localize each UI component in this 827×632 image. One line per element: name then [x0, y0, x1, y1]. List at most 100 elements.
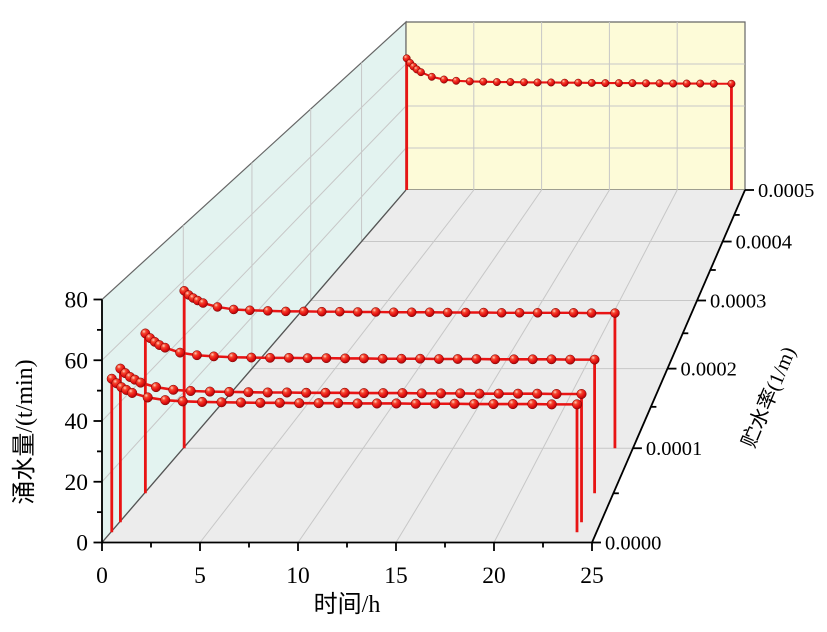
data-point: [442, 307, 453, 318]
data-point: [492, 78, 501, 87]
data-point: [669, 79, 678, 88]
data-point: [514, 308, 525, 318]
data-point: [478, 307, 489, 318]
data-point: [493, 388, 504, 399]
data-point: [160, 395, 171, 406]
data-point: [614, 79, 623, 88]
data-point: [527, 399, 538, 410]
data-point: [727, 79, 736, 88]
data-point: [299, 306, 309, 317]
data-point: [352, 307, 363, 317]
data-point: [533, 78, 542, 87]
data-point: [696, 79, 705, 88]
data-point: [682, 79, 691, 88]
data-point: [294, 398, 305, 409]
x-tick-label: 15: [384, 563, 408, 589]
data-point: [416, 388, 427, 399]
x-tick-label: 10: [286, 563, 310, 589]
data-point: [610, 308, 620, 318]
x-tick-label: 0: [96, 563, 108, 589]
data-point: [427, 72, 436, 81]
data-point: [424, 307, 435, 318]
data-point: [469, 399, 480, 410]
data-point: [391, 398, 402, 409]
data-point: [317, 306, 327, 317]
data-point: [198, 298, 208, 308]
data-point: [263, 306, 273, 316]
data-point: [520, 78, 528, 87]
data-point: [430, 398, 441, 409]
data-point: [265, 352, 276, 363]
data-point: [479, 77, 488, 86]
data-point: [496, 308, 507, 318]
x-tick-label: 5: [194, 563, 206, 589]
data-point: [527, 354, 538, 365]
data-point: [281, 387, 292, 398]
data-point: [274, 397, 285, 408]
data-point: [415, 353, 426, 364]
data-point: [490, 354, 501, 365]
data-point: [358, 388, 369, 399]
data-point: [416, 68, 425, 77]
data-point: [532, 388, 543, 399]
data-point: [410, 398, 421, 409]
data-point: [434, 354, 444, 364]
data-point: [512, 388, 523, 399]
data-point: [628, 79, 637, 88]
axes: 0 20 40 60 80 0 5 10 15 20 250.0000 0.0001 0.0002 0.0…: [65, 180, 815, 589]
data-point: [135, 377, 146, 388]
floor: [102, 190, 745, 543]
chart-generated-content: 0 20 40 60 80 0 5 10 15 20 250.0000 0.0001 0.0002 0.0…: [65, 20, 815, 589]
data-point: [245, 305, 255, 316]
data-point: [235, 397, 246, 408]
data-point: [452, 354, 463, 364]
floor-grid: [183, 189, 723, 543]
data-point: [246, 352, 257, 363]
data-point: [560, 78, 569, 87]
x-axis-title: 时间/h: [314, 591, 381, 618]
data-point: [378, 388, 389, 399]
data-point: [488, 399, 499, 410]
data-point: [377, 353, 388, 364]
data-point: [208, 351, 219, 362]
z-tick-label: 0.0002: [681, 359, 737, 381]
data-point: [320, 387, 331, 398]
series-0.00001: [106, 373, 583, 533]
z-tick-label: 0.0004: [736, 232, 792, 254]
data-point: [160, 342, 170, 353]
data-point: [168, 384, 179, 395]
data-point: [546, 354, 557, 365]
data-point: [452, 76, 461, 85]
data-point: [281, 306, 291, 317]
series-0.00005: [140, 328, 600, 494]
data-point: [642, 79, 650, 88]
data-point: [574, 78, 583, 87]
data-point: [339, 387, 350, 398]
z-tick-label: 0.0003: [710, 291, 766, 313]
data-point: [396, 353, 407, 364]
data-point: [335, 306, 345, 317]
data-point: [465, 77, 474, 86]
z-axis-title: 贮水率(1/m): [737, 343, 800, 451]
data-point: [127, 387, 138, 398]
data-point: [313, 398, 324, 409]
data-point: [340, 353, 351, 364]
data-point: [352, 398, 363, 409]
data-point: [243, 387, 254, 398]
data-point: [507, 399, 518, 410]
z-tick-label: 0.0001: [646, 438, 702, 460]
back-wall-grid: [406, 22, 745, 190]
data-point: [460, 307, 471, 318]
data-point: [177, 396, 188, 407]
y-tick-label: 20: [65, 470, 89, 496]
data-point: [283, 352, 294, 363]
data-point: [204, 386, 215, 397]
data-point: [228, 304, 239, 315]
data-point: [212, 302, 223, 312]
x-tick-label: 20: [482, 563, 506, 589]
data-point: [358, 353, 369, 364]
x-tick-label: 25: [580, 563, 604, 589]
floor-edges: [101, 189, 407, 543]
